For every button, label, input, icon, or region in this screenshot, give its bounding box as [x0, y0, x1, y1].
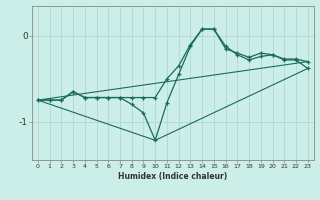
X-axis label: Humidex (Indice chaleur): Humidex (Indice chaleur) — [118, 172, 228, 181]
